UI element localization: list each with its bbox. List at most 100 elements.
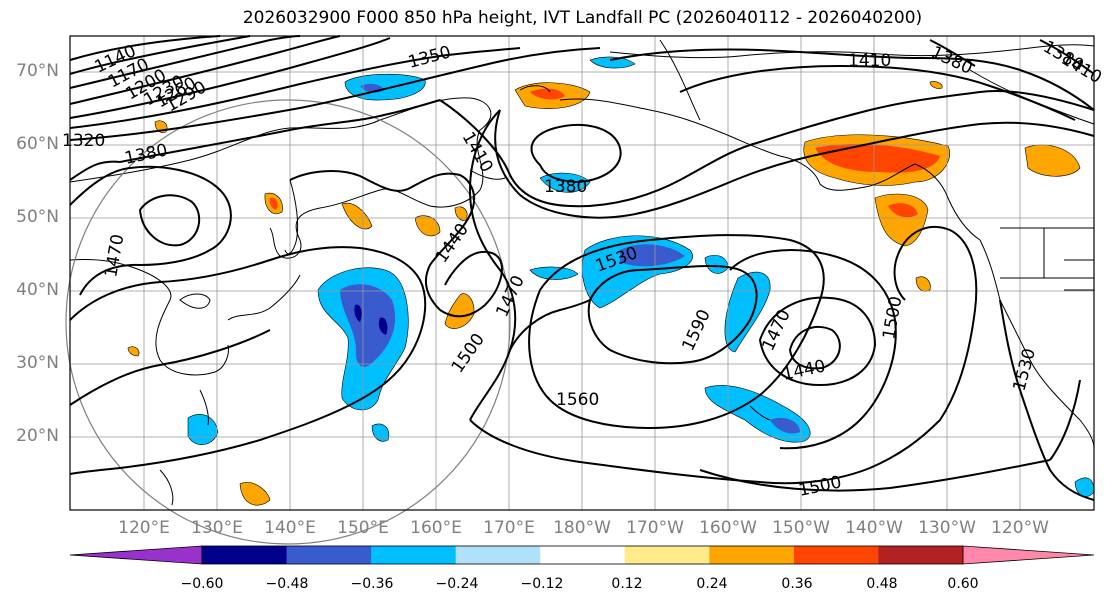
contour-line [788, 325, 841, 370]
contour-line [528, 234, 825, 430]
ivt-positive-patch [530, 88, 565, 100]
coastline [269, 207, 321, 259]
coastline [199, 389, 209, 426]
contour-label: 1380 [544, 177, 587, 197]
colorbar-tick-label: 0.48 [866, 576, 898, 592]
ivt-positive-patch [888, 203, 918, 218]
ivt-positive-patch [915, 276, 931, 292]
coastline [159, 469, 174, 506]
contour-line [69, 160, 121, 181]
coastline [284, 179, 299, 255]
ivt-negative-patch [620, 244, 685, 267]
ivt-positive-patch [269, 197, 278, 210]
colorbar-segment [202, 546, 288, 564]
colorbar-segment [286, 546, 372, 564]
colorbar-segment [878, 546, 964, 564]
contour-line [439, 89, 1095, 208]
lat-label-20n: 20°N [16, 426, 59, 446]
coastline [319, 188, 481, 209]
contour-line [69, 35, 221, 61]
coastline [69, 259, 216, 376]
contour-line [494, 109, 1095, 219]
contour-line [468, 109, 517, 421]
contour-line [609, 48, 1095, 111]
lon-label: 120°E [118, 518, 170, 538]
lon-label: 160°E [410, 518, 462, 538]
lon-label: 170°E [483, 518, 535, 538]
map-frame-border [69, 35, 1095, 511]
contour-line [679, 64, 1076, 121]
lon-label: 150°E [337, 518, 389, 538]
coastlines [69, 39, 1095, 506]
ivt-positive-patch [341, 202, 373, 230]
contour-label: 1320 [62, 131, 105, 151]
colorbar-tick-label: −0.12 [520, 576, 564, 592]
contour-line [289, 170, 476, 311]
contour-line [69, 35, 341, 105]
contour-line [999, 299, 1095, 501]
ivt-positive-patch [414, 215, 441, 237]
ivt-negative-patch [724, 271, 771, 353]
colorbar-tick-label: −0.48 [265, 576, 309, 592]
coastline [179, 293, 211, 309]
contour-line [439, 250, 503, 318]
contour-label: 1560 [556, 390, 599, 410]
contour-label: 1410 [848, 51, 891, 71]
ivt-negative-patch [378, 317, 388, 335]
colorbar-tick-label: −0.24 [435, 576, 479, 592]
lon-label: 160°W [699, 518, 757, 538]
contour-line [69, 246, 427, 406]
colorbar-tick-label: −0.60 [180, 576, 224, 592]
contour-line [69, 47, 521, 129]
contour-line [1049, 379, 1081, 461]
lat-label-30n: 30°N [16, 353, 59, 373]
great-circle [65, 99, 511, 545]
contour-line [69, 37, 391, 119]
lat-label-40n: 40°N [16, 280, 59, 300]
coastline [779, 155, 981, 241]
contour-line [530, 124, 622, 184]
ivt-positive-patch [239, 482, 271, 506]
contour-line [69, 404, 351, 475]
colorbar-extend-low [69, 545, 203, 565]
colorbar-tick-label: 0.24 [696, 576, 728, 592]
lon-label: 150°W [772, 518, 830, 538]
colorbar-segment [709, 546, 795, 564]
positive-ivt-shading [127, 81, 1081, 506]
colorbar-segment [455, 546, 541, 564]
coastline [559, 98, 781, 157]
ivt-positive-patch [444, 293, 475, 329]
contour-line [469, 229, 978, 485]
lon-label: 180°W [553, 518, 611, 538]
contour-line [138, 194, 201, 247]
contour-line [69, 35, 251, 75]
coastline [749, 405, 771, 421]
contour-line [119, 99, 441, 163]
lat-label-60n: 60°N [16, 134, 59, 154]
coastline [227, 274, 301, 321]
coastline [609, 44, 1095, 59]
colorbar-segment [624, 546, 710, 564]
lon-label: 120°W [991, 518, 1049, 538]
map-title: 2026032900 F000 850 hPa height, IVT Land… [242, 8, 923, 28]
colorbar-tick-label: −0.36 [350, 576, 394, 592]
lon-label: 170°W [626, 518, 684, 538]
lat-label-70n: 70°N [16, 61, 59, 81]
lon-label: 140°E [264, 518, 316, 538]
contour-line [69, 165, 232, 296]
contour-line [729, 249, 897, 450]
ivt-positive-patch [815, 143, 940, 173]
ivt-negative-patch [354, 304, 362, 322]
colorbar-segment [793, 546, 879, 564]
graticule [70, 36, 1094, 510]
lon-label: 130°E [191, 518, 243, 538]
coastline [659, 39, 701, 121]
contour-line [1039, 39, 1095, 75]
contour-line [509, 299, 591, 351]
ivt-positive-patch [127, 346, 140, 357]
colorbar-segment [371, 546, 457, 564]
colorbar-segment [540, 546, 626, 564]
ivt-negative-patch [770, 417, 800, 434]
coastline [469, 169, 506, 180]
